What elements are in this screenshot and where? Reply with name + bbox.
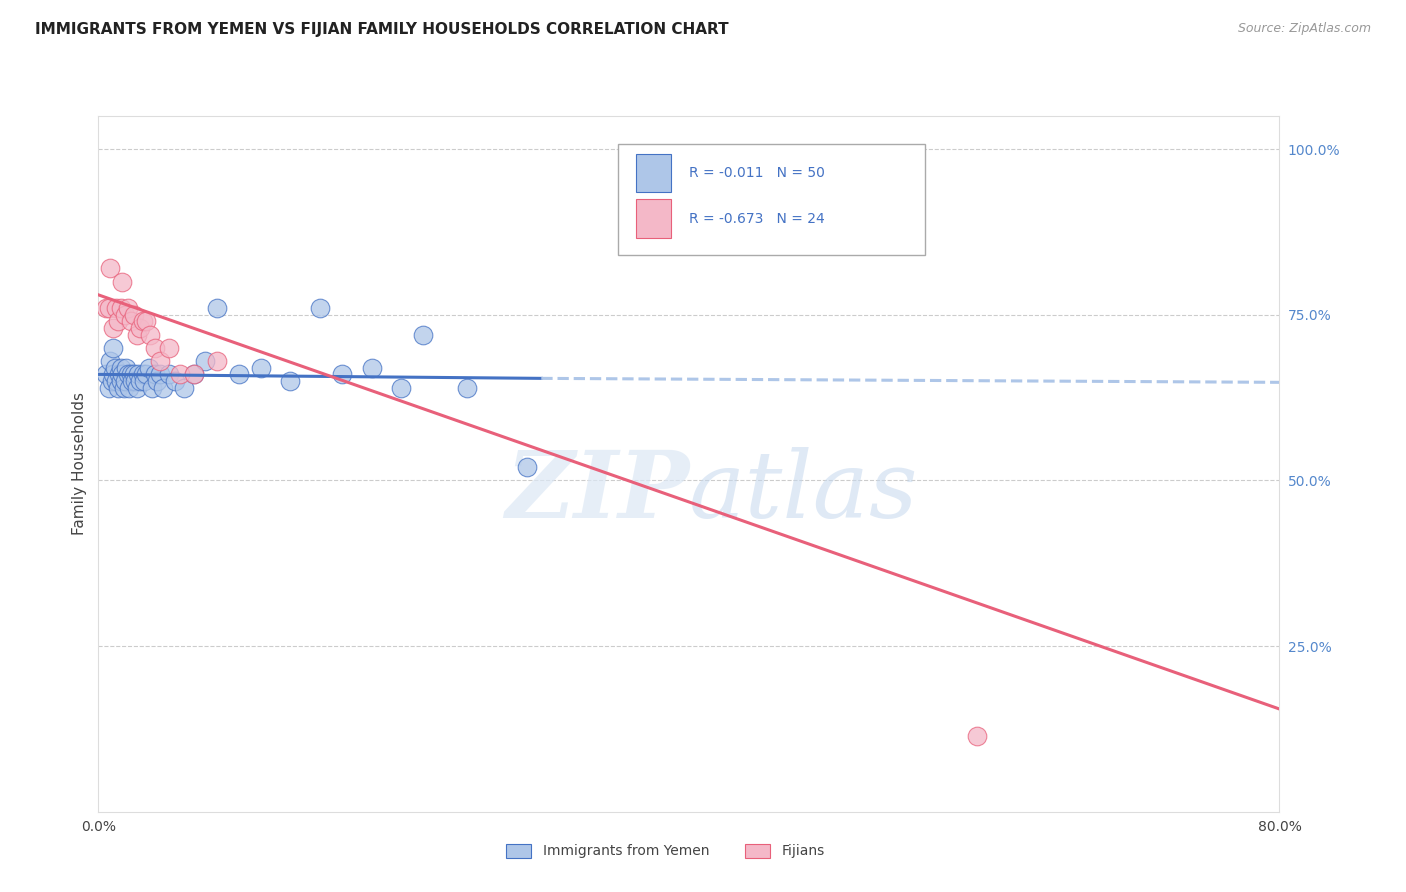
Point [103,341,125,355]
Point [120,314,142,328]
Point [389,381,412,395]
Point [103,321,125,335]
Text: R = -0.673   N = 24: R = -0.673 N = 24 [689,211,825,226]
Point [105,301,128,315]
Point [278,374,302,388]
Point [157,368,180,382]
Y-axis label: Family Households: Family Households [72,392,87,535]
Point [97,301,120,315]
Point [152,381,174,395]
Point [103,368,125,382]
Text: Immigrants from Yemen: Immigrants from Yemen [543,844,709,858]
Point [169,368,191,382]
Point [125,327,148,342]
Point [183,368,205,382]
Point [97,381,120,395]
Point [114,374,136,388]
Point [125,381,148,395]
Text: Fijians: Fijians [782,844,825,858]
Point [309,301,332,315]
Point [111,368,134,382]
Point [149,354,172,368]
Point [134,374,156,388]
Point [194,354,217,368]
Point [173,381,195,395]
Point [112,381,135,395]
Point [143,341,166,355]
Point [118,381,141,395]
Text: atlas: atlas [689,447,918,537]
Bar [636,154,671,193]
Text: ZIP: ZIP [505,447,689,537]
Point [94,301,117,315]
Point [121,374,143,388]
Text: R = -0.011   N = 50: R = -0.011 N = 50 [689,167,825,180]
Point [135,368,157,382]
Point [127,368,149,382]
Point [205,301,228,315]
Point [110,360,132,375]
Point [132,368,155,382]
Point [183,368,205,382]
Point [128,374,150,388]
FancyBboxPatch shape [619,144,925,255]
Point [135,314,157,328]
Point [456,381,478,395]
Point [330,368,353,382]
Point [110,301,132,315]
Point [966,729,988,743]
Point [115,360,138,375]
Point [104,360,127,375]
Point [120,368,142,382]
Point [108,368,131,382]
Bar [636,200,671,237]
Point [107,314,129,328]
Point [205,354,228,368]
Point [157,341,180,355]
Point [250,360,273,375]
Point [117,301,139,315]
Point [100,374,122,388]
Point [94,368,117,382]
Point [143,368,166,382]
Point [132,314,155,328]
Point [111,275,134,289]
Point [138,360,160,375]
Point [122,308,145,322]
Point [124,374,146,388]
Point [141,381,163,395]
Text: IMMIGRANTS FROM YEMEN VS FIJIAN FAMILY HOUSEHOLDS CORRELATION CHART: IMMIGRANTS FROM YEMEN VS FIJIAN FAMILY H… [35,22,728,37]
Point [128,321,150,335]
Point [139,327,162,342]
Point [110,374,132,388]
Point [98,354,121,368]
Point [412,327,434,342]
Point [228,368,250,382]
Point [515,460,537,475]
Point [122,368,145,382]
Point [105,374,128,388]
Point [107,381,129,395]
Point [165,374,187,388]
Point [114,308,136,322]
Text: Source: ZipAtlas.com: Source: ZipAtlas.com [1237,22,1371,36]
Point [98,261,121,276]
Point [117,368,139,382]
Point [360,360,382,375]
Point [146,374,169,388]
Point [149,368,172,382]
